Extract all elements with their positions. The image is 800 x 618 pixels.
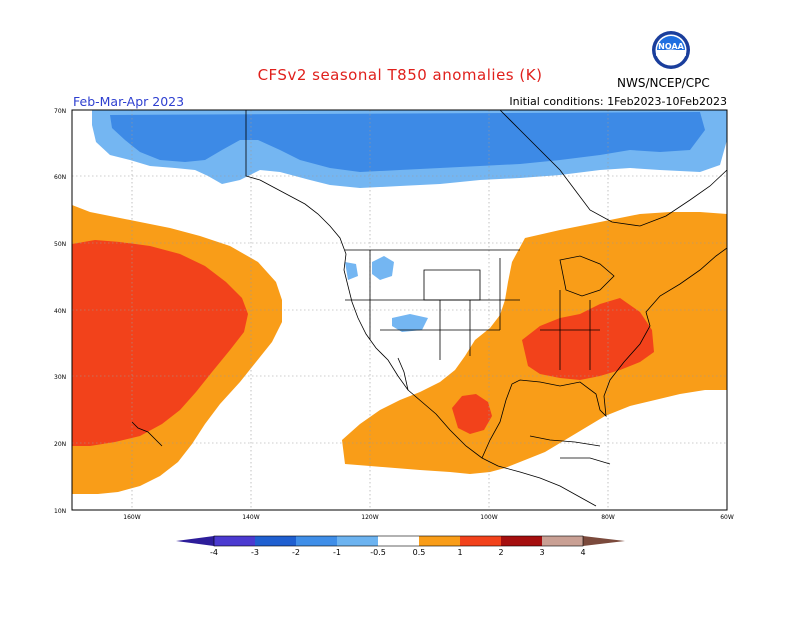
lat-label: 70N	[54, 108, 66, 115]
pacific-warm-core	[72, 240, 248, 446]
colorbar-swatch	[214, 536, 255, 546]
lon-label: 120W	[361, 514, 378, 521]
colorbar-label: 1	[457, 548, 462, 557]
lat-label: 30N	[54, 374, 66, 381]
forecast-period: Feb-Mar-Apr 2023	[73, 94, 185, 109]
colorbar-swatch	[378, 536, 419, 546]
map-title: CFSv2 seasonal T850 anomalies (K)	[257, 66, 543, 84]
graticule	[72, 110, 727, 510]
colorbar-swatch	[296, 536, 337, 546]
anomaly-fields	[72, 110, 727, 494]
colorbar-swatch	[460, 536, 501, 546]
colorbar-label: -2	[292, 548, 300, 557]
colorbar-swatch	[337, 536, 378, 546]
initial-conditions: Initial conditions: 1Feb2023-10Feb2023	[509, 95, 727, 108]
arctic-cold-core	[110, 112, 705, 172]
western-us-cold-patch	[392, 314, 428, 332]
noaa-logo: NOAA	[651, 30, 691, 74]
lat-label: 40N	[54, 308, 66, 315]
lon-label: 100W	[480, 514, 497, 521]
colorbar-swatch	[419, 536, 460, 546]
lat-label: 10N	[54, 508, 66, 515]
colorbar-swatch	[501, 536, 542, 546]
latitude-labels: 70N 60N 50N 40N 30N 20N 10N	[54, 108, 66, 515]
colorbar-label: -1	[333, 548, 341, 557]
lon-label: 160W	[123, 514, 140, 521]
mexico-warm-core	[452, 394, 492, 434]
lon-label: 80W	[601, 514, 615, 521]
western-us-cold-patch	[372, 256, 394, 280]
lon-label: 60W	[720, 514, 734, 521]
colorbar-label: -0.5	[370, 548, 386, 557]
longitude-labels: 160W 140W 120W 100W 80W 60W	[123, 514, 734, 521]
colorbar-label: 3	[539, 548, 544, 557]
lat-label: 60N	[54, 174, 66, 181]
agency-label: NWS/NCEP/CPC	[617, 76, 710, 90]
southeast-us-warm-core	[522, 298, 654, 380]
colorbar: -4 -3 -2 -1 -0.5 0.5 1 2 3 4	[176, 535, 625, 557]
lat-label: 20N	[54, 441, 66, 448]
western-us-cold-patch	[345, 262, 358, 280]
colorbar-left-arrow	[176, 536, 214, 546]
coastlines	[131, 110, 727, 507]
lat-label: 50N	[54, 241, 66, 248]
colorbar-right-arrow	[583, 536, 625, 546]
colorbar-label: 2	[498, 548, 503, 557]
colorbar-swatch	[542, 536, 583, 546]
logo-text: NOAA	[658, 42, 684, 51]
colorbar-label: 4	[580, 548, 585, 557]
colorbar-swatch	[255, 536, 296, 546]
lon-label: 140W	[242, 514, 259, 521]
colorbar-label: 0.5	[413, 548, 426, 557]
colorbar-label: -3	[251, 548, 259, 557]
map-frame	[71, 109, 728, 511]
colorbar-label: -4	[210, 548, 218, 557]
